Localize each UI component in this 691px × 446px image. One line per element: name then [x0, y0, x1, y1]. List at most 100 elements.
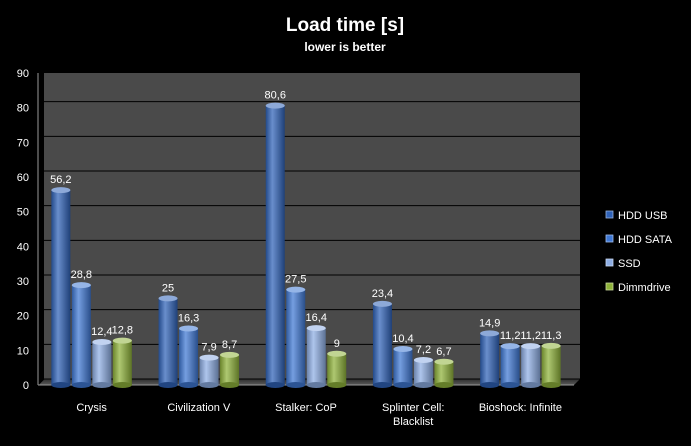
y-tick-label: 60 — [17, 172, 29, 184]
data-label: 7,2 — [416, 344, 431, 356]
bar-top — [71, 282, 91, 289]
bar-base — [158, 382, 178, 388]
bar — [541, 345, 561, 385]
data-label: 11,3 — [541, 330, 562, 342]
bar — [71, 285, 91, 385]
bar — [434, 361, 454, 385]
bar — [327, 353, 347, 385]
bar-base — [286, 382, 306, 388]
bar — [286, 289, 306, 385]
bar-base — [372, 382, 392, 388]
bar-base — [327, 382, 347, 388]
bar — [92, 342, 112, 385]
legend-label: SSD — [618, 258, 641, 270]
bar — [480, 333, 500, 385]
bar — [393, 348, 413, 385]
bar-top — [480, 330, 500, 337]
bar-base — [179, 382, 199, 388]
bar-base — [71, 382, 91, 388]
x-category-label: Crysis — [76, 402, 107, 414]
bar-top — [51, 187, 71, 194]
bar-top — [92, 339, 112, 346]
bar — [265, 105, 285, 385]
data-label: 12,4 — [91, 326, 112, 338]
bar-top — [179, 325, 199, 332]
data-label: 16,3 — [178, 312, 199, 324]
data-label: 28,8 — [71, 269, 92, 281]
data-label: 56,2 — [50, 174, 71, 186]
bar — [51, 190, 71, 385]
bar-top — [112, 337, 132, 344]
bar-top — [434, 358, 454, 365]
y-tick-label: 50 — [17, 207, 29, 219]
data-label: 23,4 — [372, 288, 393, 300]
y-tick-label: 30 — [17, 276, 29, 288]
gridline — [37, 343, 580, 351]
data-label: 25 — [162, 282, 174, 294]
bar-top — [306, 325, 326, 332]
bar — [199, 357, 219, 385]
y-tick-label: 70 — [17, 137, 29, 149]
legend-swatch — [605, 258, 614, 267]
y-tick-label: 0 — [23, 380, 29, 392]
data-label: 6,7 — [436, 346, 451, 358]
y-tick-label: 80 — [17, 103, 29, 115]
bar-base — [51, 382, 71, 388]
data-label: 27,5 — [285, 274, 306, 286]
bar — [179, 328, 199, 385]
x-category-label: Bioshock: Infinite — [479, 402, 562, 414]
data-label: 11,2 — [500, 330, 521, 342]
bar-base — [220, 382, 240, 388]
data-label: 16,4 — [306, 312, 327, 324]
bar-top — [521, 343, 541, 350]
x-category-label: Stalker: CoP — [275, 402, 337, 414]
bar-top — [393, 345, 413, 352]
bar-top — [413, 357, 433, 364]
bar-top — [372, 300, 392, 307]
bar — [220, 354, 240, 385]
bar-top — [199, 354, 219, 361]
bar-top — [158, 295, 178, 302]
bar — [306, 328, 326, 385]
gridline — [37, 309, 580, 317]
data-label: 80,6 — [265, 90, 286, 102]
bar — [500, 346, 520, 385]
data-label: 9 — [334, 338, 340, 350]
bar-base — [306, 382, 326, 388]
data-label: 10,4 — [392, 333, 413, 345]
bar-base — [199, 382, 219, 388]
gridline — [37, 274, 580, 282]
legend-swatch — [605, 210, 614, 219]
y-tick-label: 90 — [17, 68, 29, 80]
bar — [112, 340, 132, 385]
bar-top — [541, 342, 561, 349]
bar-base — [393, 382, 413, 388]
gridline — [37, 101, 580, 109]
bar-base — [480, 382, 500, 388]
legend-swatch — [605, 282, 614, 291]
bar-top — [286, 286, 306, 293]
x-category-label: Splinter Cell: Blacklist — [382, 402, 444, 428]
bar — [158, 298, 178, 385]
bar — [521, 346, 541, 385]
y-tick-label: 10 — [17, 345, 29, 357]
data-label: 14,9 — [479, 317, 500, 329]
bar-base — [541, 382, 561, 388]
chart-title: Load time [s] — [286, 15, 404, 36]
bar-top — [265, 102, 285, 109]
data-label: 8,7 — [222, 339, 237, 351]
bar-base — [500, 382, 520, 388]
legend-label: HDD USB — [618, 210, 668, 222]
bar-base — [434, 382, 454, 388]
bar-top — [220, 351, 240, 358]
legend-swatch — [605, 234, 614, 243]
bar-top — [500, 343, 520, 350]
bar-base — [92, 382, 112, 388]
bar-base — [112, 382, 132, 388]
gridline — [37, 170, 580, 178]
data-label: 12,8 — [112, 325, 133, 337]
gridline — [37, 66, 580, 74]
bar-base — [413, 382, 433, 388]
